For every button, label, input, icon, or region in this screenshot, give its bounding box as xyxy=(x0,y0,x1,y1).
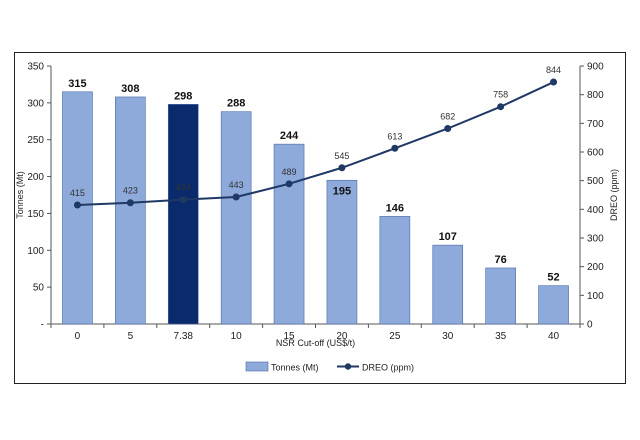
bar-value-label: 107 xyxy=(439,231,457,243)
left-tick-label: 150 xyxy=(27,209,44,220)
x-axis-title: NSR Cut-off (US$/t) xyxy=(276,338,355,348)
dreo-point xyxy=(179,196,187,204)
right-tick-label: 800 xyxy=(587,90,604,101)
bar-value-label: 195 xyxy=(333,185,351,197)
dreo-point xyxy=(232,193,240,201)
dreo-series-line xyxy=(77,81,554,207)
left-tick-label: 350 xyxy=(27,62,44,73)
dreo-value-label: 844 xyxy=(546,65,561,75)
dreo-value-label: 545 xyxy=(334,151,349,161)
right-tick-label: 700 xyxy=(587,119,604,130)
right-tick-label: 100 xyxy=(587,291,604,302)
left-tick-label: - xyxy=(41,320,44,331)
x-tick-label: 5 xyxy=(128,331,134,342)
left-tick-label: 50 xyxy=(33,283,45,294)
right-tick-label: 300 xyxy=(587,234,604,245)
legend-line-marker xyxy=(344,363,352,370)
left-tick-label: 250 xyxy=(27,135,44,146)
x-tick-label: 20 xyxy=(336,331,348,342)
x-tick-label: 35 xyxy=(495,331,507,342)
legend-bar-swatch xyxy=(245,361,269,372)
legend-bar-label: Tonnes (Mt) xyxy=(271,363,319,373)
x-tick-label: 25 xyxy=(389,331,401,342)
bar xyxy=(273,143,305,325)
bar xyxy=(167,104,199,325)
right-tick-label: 0 xyxy=(587,320,593,331)
y2-axis-title: DREO (ppm) xyxy=(609,169,619,221)
dreo-point xyxy=(338,164,346,172)
right-tick-label: 200 xyxy=(587,262,604,273)
right-tick-label: 600 xyxy=(587,148,604,159)
x-tick-label: 0 xyxy=(75,331,81,342)
right-tick-label: 500 xyxy=(587,176,604,187)
bar xyxy=(62,91,93,325)
bar-value-label: 315 xyxy=(68,78,86,90)
x-tick-label: 30 xyxy=(442,331,454,342)
left-tick-label: 100 xyxy=(27,246,44,257)
bar xyxy=(115,96,146,325)
bar xyxy=(326,179,358,325)
bar-value-label: 146 xyxy=(386,202,404,214)
dreo-value-label: 423 xyxy=(123,186,138,196)
right-tick-label: 900 xyxy=(587,62,604,73)
dreo-point xyxy=(550,78,558,86)
left-tick-label: 300 xyxy=(27,98,44,109)
dreo-point xyxy=(391,144,399,152)
bar xyxy=(220,111,252,325)
dreo-value-label: 443 xyxy=(229,180,244,190)
dreo-point xyxy=(444,124,452,132)
dreo-point xyxy=(126,199,134,207)
x-tick-label: 15 xyxy=(283,331,295,342)
dreo-value-label: 613 xyxy=(387,131,402,141)
x-tick-label: 40 xyxy=(548,331,560,342)
bar xyxy=(485,267,516,325)
y-axis-title: Tonnes (Mt) xyxy=(15,171,25,219)
dreo-value-label: 682 xyxy=(440,111,455,121)
bar-value-label: 52 xyxy=(547,272,559,284)
dreo-value-label: 489 xyxy=(282,167,297,177)
dreo-point xyxy=(497,103,505,111)
bar xyxy=(432,244,464,325)
bar-value-label: 76 xyxy=(495,254,507,266)
dreo-value-label: 758 xyxy=(493,90,508,100)
legend-line-label: DREO (ppm) xyxy=(362,363,414,373)
dreo-value-label: 434 xyxy=(176,183,191,193)
bar xyxy=(379,216,411,325)
bar-value-label: 288 xyxy=(227,98,245,110)
dreo-value-label: 415 xyxy=(70,188,85,198)
right-tick-label: 400 xyxy=(587,205,604,216)
dreo-point xyxy=(285,180,293,188)
x-tick-label: 7.38 xyxy=(174,331,194,342)
chart: -501001502002503003500100200300400500600… xyxy=(15,62,619,373)
left-tick-label: 200 xyxy=(27,172,44,183)
x-tick-label: 10 xyxy=(231,331,243,342)
bar xyxy=(538,285,569,325)
chart-frame: -50 100 150 200 250 300 350 0 100 200 300 400 500 600… xyxy=(14,52,626,384)
bar-value-label: 298 xyxy=(174,90,192,102)
bar-value-label: 244 xyxy=(280,130,299,142)
bar-value-label: 308 xyxy=(121,83,139,95)
dreo-point xyxy=(73,201,81,209)
